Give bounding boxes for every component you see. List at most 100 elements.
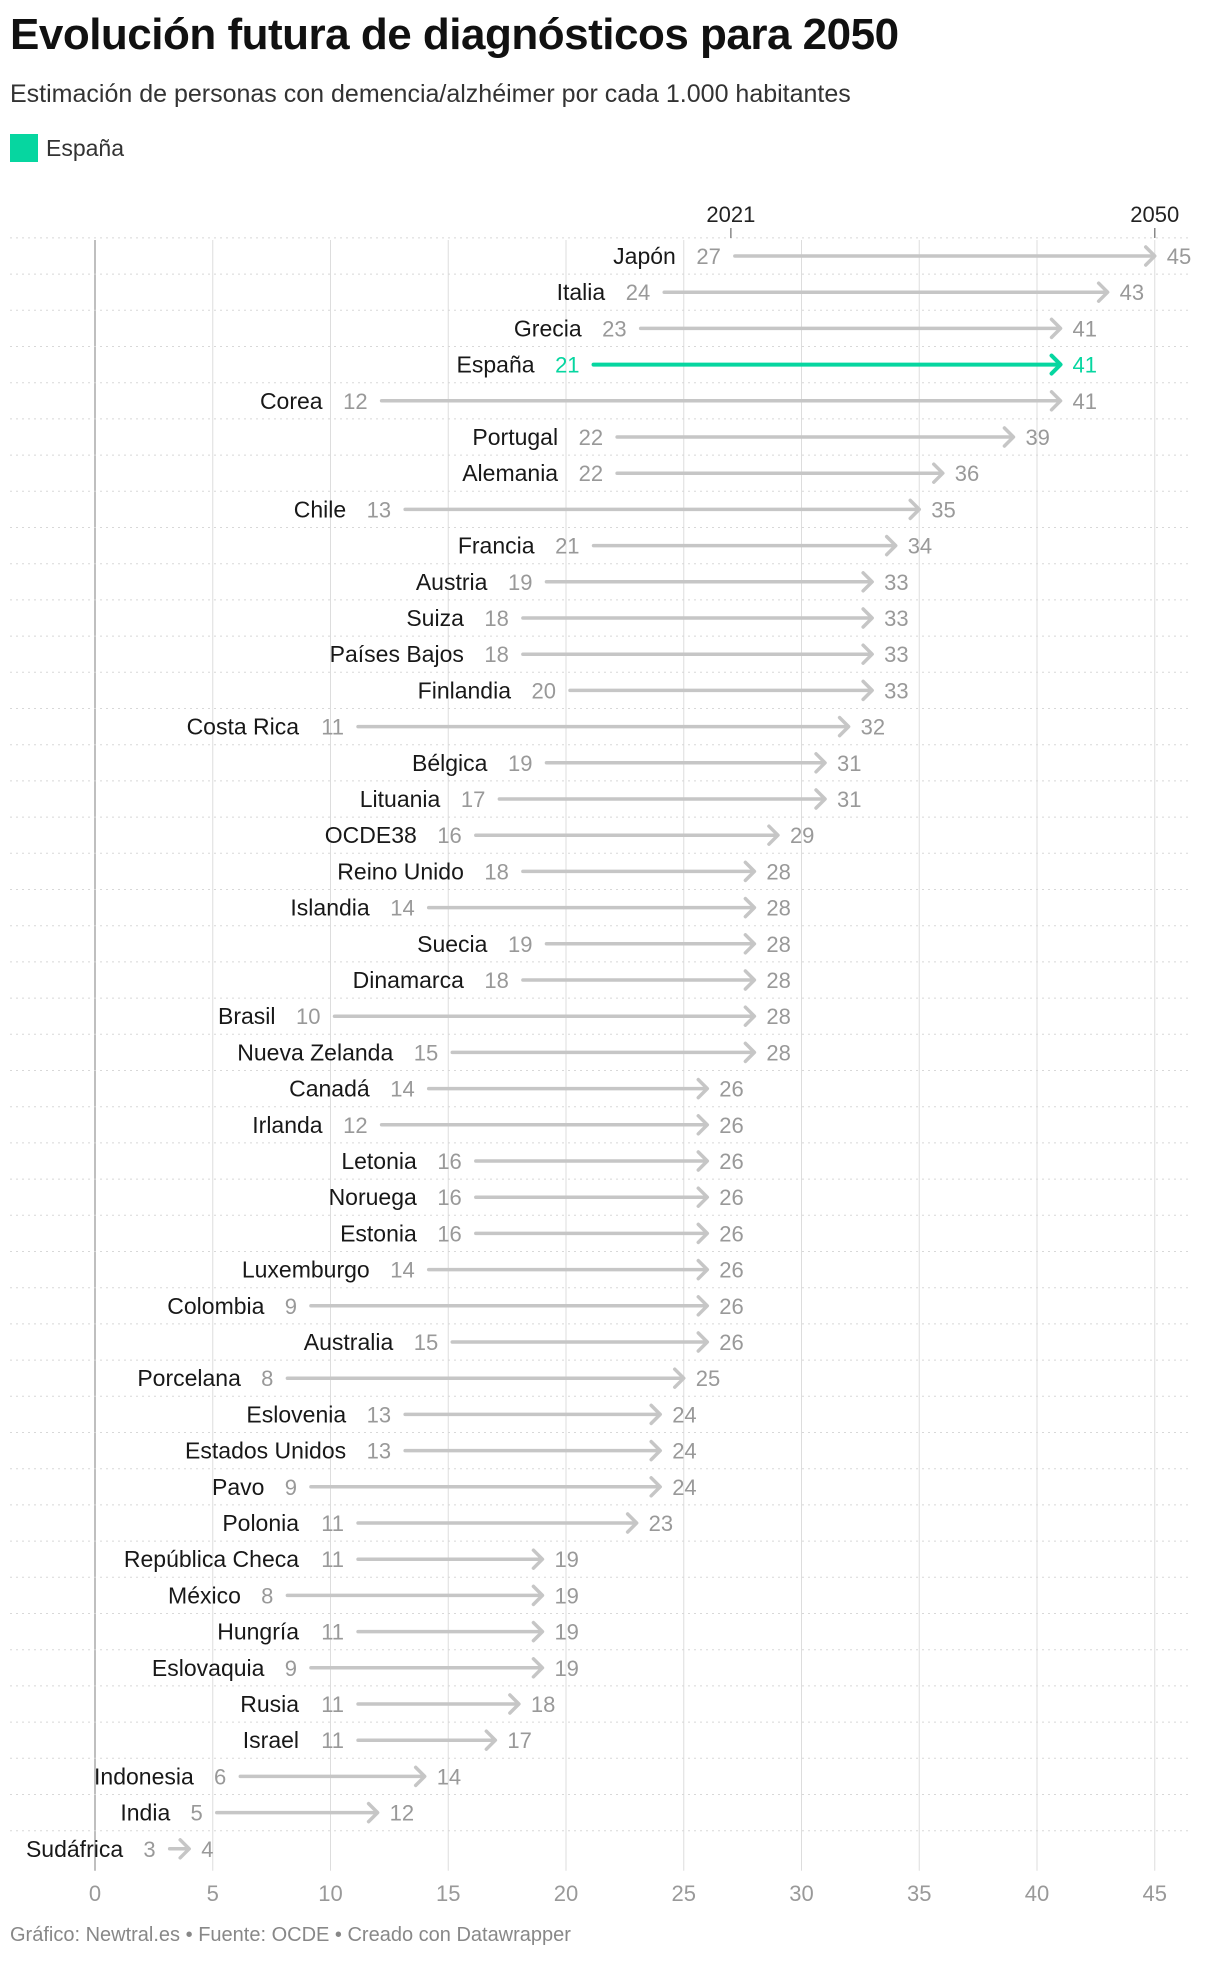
start-value-label: 18 [484,642,508,667]
arrow-head [673,1367,686,1389]
start-value-label: 9 [285,1294,297,1319]
x-tick-label-30: 30 [789,1881,813,1906]
arrow-head [743,1041,757,1064]
start-value-label: 11 [321,1692,344,1717]
arrow-head [625,1512,639,1534]
end-value-label: 41 [1073,316,1097,341]
country-label: Indonesia [94,1763,194,1789]
country-label: Estonia [340,1220,417,1246]
arrow-head [413,1765,427,1788]
arrow-head [649,1439,662,1462]
country-label: Pavo [212,1474,264,1500]
start-value-label: 18 [484,968,508,993]
start-value-label: 14 [390,896,414,921]
start-value-label: 13 [367,1439,391,1464]
country-label: Israel [243,1727,299,1753]
arrow-head [814,752,827,774]
end-value-label: 34 [908,534,932,559]
country-label: Grecia [514,315,582,341]
arrow-head [366,1801,380,1824]
start-value-label: 16 [437,1185,461,1210]
end-value-label: 28 [766,1004,790,1029]
end-value-label: 45 [1167,244,1191,269]
country-label: Austria [416,569,488,595]
end-value-label: 41 [1073,389,1097,414]
end-value-label: 19 [554,1656,578,1681]
country-label: Portugal [472,424,558,450]
country-label: Corea [260,388,323,414]
end-value-label: 26 [719,1258,743,1283]
country-label: Islandia [290,895,369,921]
start-value-label: 11 [321,1620,344,1645]
country-label: México [168,1582,241,1608]
arrow-head [861,607,874,629]
start-value-label: 27 [696,244,720,269]
country-label: Sudáfrica [26,1836,123,1862]
end-value-label: 33 [884,606,908,631]
arrow-head [932,462,945,484]
start-value-label: 24 [626,280,650,305]
end-value-label: 12 [390,1801,414,1826]
start-value-label: 14 [390,1077,414,1102]
country-label: Nueva Zelanda [237,1039,393,1065]
chart-title: Evolución futura de diagnósticos para 20… [10,10,899,59]
start-value-label: 21 [555,353,579,378]
end-value-label: 28 [766,932,790,957]
start-value-label: 8 [261,1366,273,1391]
x-tick-label-10: 10 [318,1881,342,1906]
country-label: Suecia [417,931,488,957]
arrow-head [743,1005,757,1027]
x-tick-label-25: 25 [672,1881,696,1906]
start-value-label: 6 [214,1764,226,1789]
start-value-label: 19 [508,751,532,776]
end-value-label: 31 [837,751,861,776]
start-value-label: 12 [343,389,367,414]
end-value-label: 29 [790,823,814,848]
start-value-label: 18 [484,606,508,631]
end-value-label: 17 [507,1728,531,1753]
country-label: Chile [294,496,346,522]
country-label: República Checa [124,1546,299,1572]
start-value-label: 21 [555,534,579,559]
arrow-head [531,1548,545,1570]
start-value-label: 19 [508,570,532,595]
arrow-head [696,1331,710,1353]
start-value-label: 13 [367,497,391,522]
country-label: Bélgica [412,750,488,776]
end-value-label: 4 [201,1837,213,1862]
start-value-label: 17 [461,787,485,812]
x-tick-label-5: 5 [207,1881,219,1906]
chart-subtitle: Estimación de personas con demencia/alzh… [10,80,851,108]
x-tick-label-20: 20 [554,1881,578,1906]
arrow-head [696,1077,710,1100]
end-value-label: 24 [672,1439,696,1464]
end-value-label: 14 [437,1764,461,1789]
country-label: Japón [613,243,676,269]
arrow-head [1096,281,1110,303]
arrow-head [743,860,757,883]
end-value-label: 26 [719,1113,743,1138]
country-label: Brasil [218,1003,276,1029]
end-value-label: 33 [884,642,908,667]
end-value-label: 23 [649,1511,673,1536]
start-value-label: 19 [508,932,532,957]
start-value-label: 9 [285,1656,297,1681]
end-value-label: 32 [861,715,885,740]
country-label: Alemania [462,460,558,486]
arrow-head [743,933,757,955]
end-value-label: 39 [1025,425,1049,450]
end-value-label: 26 [719,1077,743,1102]
x-tick-label-35: 35 [907,1881,931,1906]
end-value-label: 19 [554,1583,578,1608]
country-label: Porcelana [137,1365,241,1391]
start-value-label: 14 [390,1258,414,1283]
end-value-label: 26 [719,1149,743,1174]
start-value-label: 15 [414,1330,438,1355]
end-value-label: 36 [955,461,979,486]
arrow-head [508,1693,521,1715]
country-label: Países Bajos [330,641,464,667]
end-value-label: 33 [884,678,908,703]
start-value-label: 8 [261,1583,273,1608]
end-value-label: 35 [931,497,955,522]
